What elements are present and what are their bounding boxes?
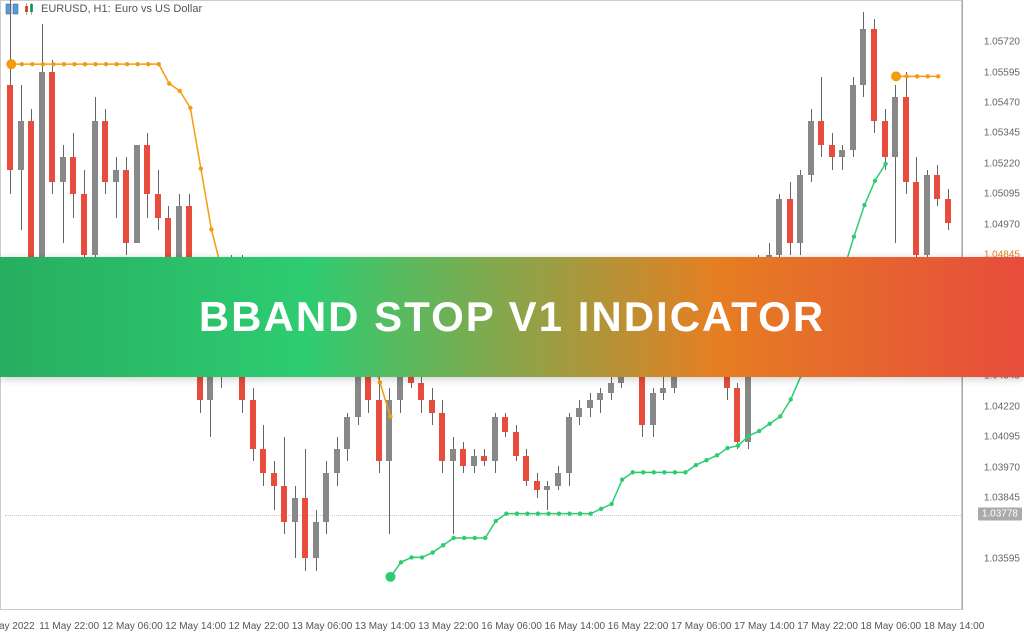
time-tick: 12 May 22:00 [228,621,289,632]
title-label: Euro vs US Dollar [115,3,202,15]
time-tick: 13 May 14:00 [355,621,416,632]
time-tick: 17 May 06:00 [671,621,732,632]
time-tick: 16 May 22:00 [608,621,669,632]
mt-icon [5,3,19,15]
time-tick: 17 May 22:00 [797,621,858,632]
price-tick: 1.05345 [984,128,1020,139]
current-price-marker: 1.03778 [978,508,1022,521]
price-tick: 1.04970 [984,219,1020,230]
banner-text: BBAND STOP V1 INDICATOR [199,293,825,341]
time-tick: 16 May 14:00 [544,621,605,632]
time-tick: 13 May 06:00 [292,621,353,632]
time-tick: 12 May 14:00 [165,621,226,632]
price-tick: 1.04095 [984,432,1020,443]
time-tick: 18 May 06:00 [860,621,921,632]
time-axis: 11 May 202211 May 22:0012 May 06:0012 Ma… [0,610,962,640]
time-tick: 17 May 14:00 [734,621,795,632]
chart-header: EURUSD, H1: Euro vs US Dollar [5,3,202,15]
symbol-label: EURUSD, H1: [41,3,111,15]
price-tick: 1.04220 [984,401,1020,412]
candles-icon [23,3,37,15]
price-tick: 1.05595 [984,67,1020,78]
time-tick: 16 May 06:00 [481,621,542,632]
title-banner: BBAND STOP V1 INDICATOR [0,257,1024,377]
time-tick: 11 May 2022 [0,621,35,632]
time-tick: 12 May 06:00 [102,621,163,632]
price-tick: 1.05095 [984,189,1020,200]
price-tick: 1.05220 [984,158,1020,169]
price-tick: 1.05720 [984,37,1020,48]
time-tick: 13 May 22:00 [418,621,479,632]
time-tick: 11 May 22:00 [39,621,99,632]
time-tick: 18 May 14:00 [924,621,985,632]
price-tick: 1.03595 [984,553,1020,564]
price-tick: 1.05470 [984,98,1020,109]
price-tick: 1.03845 [984,492,1020,503]
price-tick: 1.03970 [984,462,1020,473]
